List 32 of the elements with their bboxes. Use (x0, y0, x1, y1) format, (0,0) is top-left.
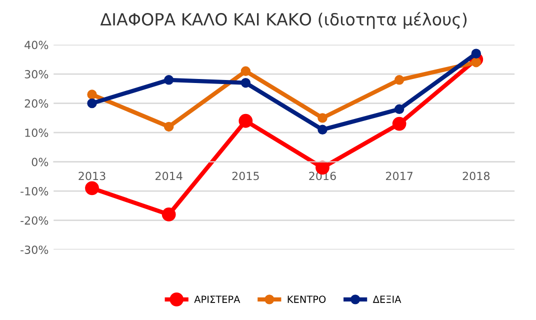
point (87, 90, 97, 100)
y-tick-label: -20% (20, 216, 48, 225)
y-tick-label: 20% (24, 99, 48, 108)
legend-label: ΔΕΞΙΑ (372, 296, 402, 303)
point (164, 122, 174, 132)
point (394, 75, 404, 85)
x-tick-label: 2014 (156, 172, 182, 180)
legend-label: ΑΡΙΣΤΕΡΑ (194, 296, 240, 303)
point (318, 113, 328, 123)
point (162, 208, 176, 222)
x-tick-label: 2015 (232, 172, 259, 180)
point (240, 78, 251, 88)
point (85, 181, 99, 196)
point (392, 116, 406, 131)
point (318, 124, 328, 135)
x-tick-label: 2013 (78, 172, 106, 180)
y-tick-label: 30% (24, 70, 48, 78)
point (238, 114, 253, 128)
legend-label: ΚΕΝΤΡΟ (288, 296, 326, 303)
point (471, 48, 482, 58)
point (87, 98, 97, 108)
y-tick-label: -10% (20, 187, 48, 196)
point (394, 104, 404, 114)
point (240, 66, 251, 76)
y-tick-label: -30% (20, 246, 48, 254)
y-tick-label: 10% (25, 128, 48, 137)
chart-title: ΔΙΑΦΟΡΑ ΚΑΛΟ ΚΑΙ ΚΑΚΟ (ιδιοτητα μέλους) (100, 12, 467, 29)
point (164, 75, 174, 85)
x-tick-label: 2017 (386, 172, 413, 180)
y-tick-label: 0% (32, 158, 48, 166)
y-tick-label: 40% (24, 40, 48, 50)
x-tick-label: 2018 (462, 172, 490, 180)
